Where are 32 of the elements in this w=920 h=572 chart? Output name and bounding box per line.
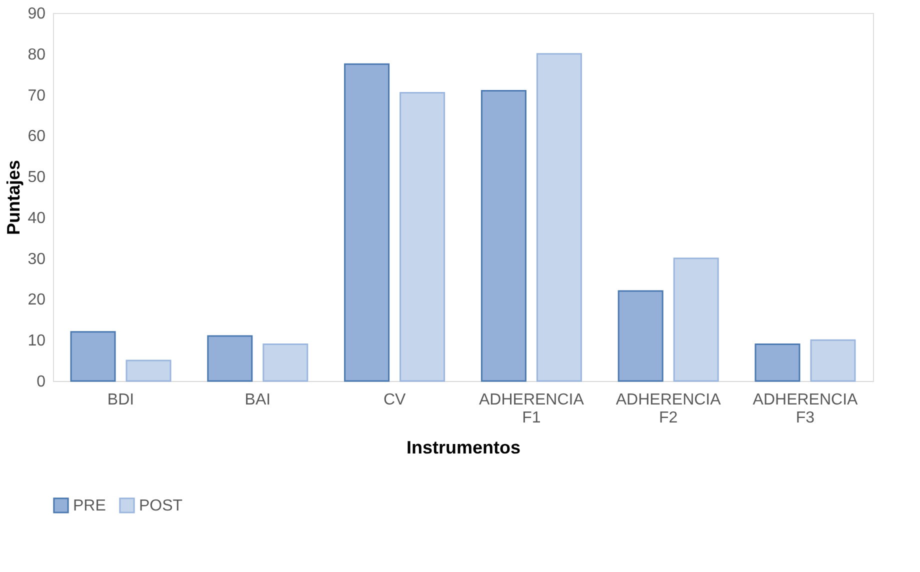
- y-tick-label: 70: [28, 87, 46, 104]
- bar: [344, 63, 390, 382]
- bar: [207, 335, 253, 382]
- bar: [70, 331, 116, 382]
- y-axis-title: Puntajes: [4, 160, 24, 236]
- bar: [536, 53, 582, 382]
- x-tick-label: CV: [383, 392, 406, 408]
- y-tick-label: 50: [28, 169, 46, 186]
- x-tick-label: BAI: [244, 392, 271, 408]
- x-tick-label: BDI: [107, 392, 134, 408]
- legend-label: POST: [139, 497, 183, 514]
- x-axis-title: Instrumentos: [406, 438, 521, 458]
- y-tick-label: 90: [28, 6, 46, 22]
- x-tick-label: ADHERENCIA F1: [478, 392, 584, 426]
- bar: [400, 92, 446, 382]
- bar: [480, 90, 526, 382]
- y-tick-label: 60: [28, 128, 46, 146]
- x-tick-label: ADHERENCIA F3: [752, 392, 858, 426]
- bar: [262, 343, 308, 382]
- y-tick-label: 40: [28, 210, 46, 227]
- bar: [618, 290, 664, 382]
- legend-label: PRE: [73, 497, 106, 514]
- y-tick-label: 10: [28, 332, 46, 350]
- y-tick-label: 20: [28, 292, 46, 309]
- x-tick-label: ADHERENCIA F2: [616, 392, 722, 426]
- y-tick-label: 0: [36, 374, 46, 390]
- bar: [673, 258, 719, 382]
- y-tick-label: 80: [28, 46, 46, 64]
- y-tick-label: 30: [28, 250, 46, 268]
- bar: [754, 343, 800, 382]
- bar: [126, 360, 172, 382]
- bar: [810, 339, 856, 382]
